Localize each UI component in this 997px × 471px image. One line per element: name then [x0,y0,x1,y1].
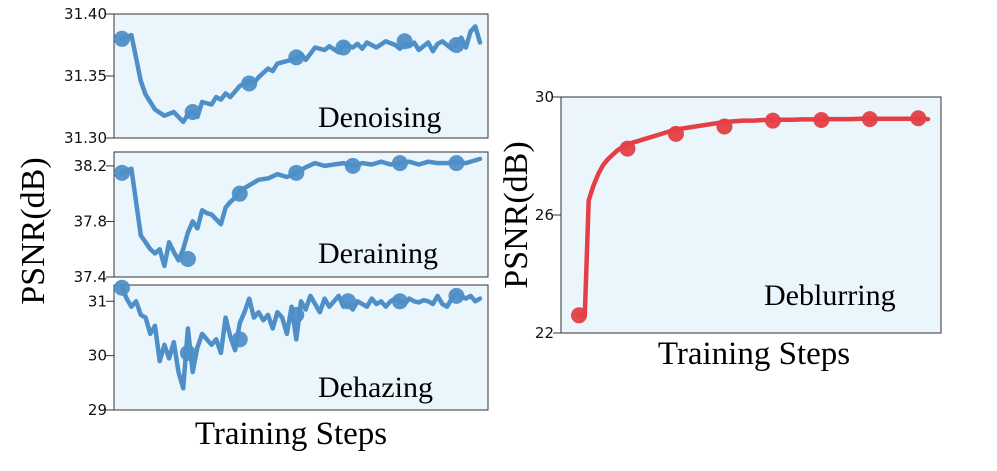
deraining-data-point [448,155,465,172]
deraining-y-tick-label: 37.8 [74,212,107,230]
deblurring-data-point [571,307,587,324]
denoising-title: Denoising [318,101,441,134]
denoising-data-point [396,33,413,50]
deblurring-data-point [667,125,684,142]
deblurring-data-point [861,111,878,128]
deblurring-y-tick-label: 30 [535,88,554,106]
dehazing-data-point [288,306,305,323]
left-x-axis-label: Training Steps [195,416,387,452]
deblurring-data-point [813,112,830,129]
deblurring-data-point [910,110,927,127]
denoising-y-tick-label: 31.40 [64,5,107,23]
denoising-y-tick-label: 31.30 [64,129,107,147]
deblurring-data-point [619,140,636,157]
deblurring-y-tick-label: 26 [535,206,554,224]
dehazing-y-tick-label: 29 [88,401,107,419]
denoising-data-point [184,103,201,120]
deraining-data-point [288,164,305,181]
deraining-data-point [114,164,130,181]
denoising-y-tick-label: 31.35 [64,67,107,85]
deblurring-data-point [716,118,733,135]
dehazing-data-point [231,331,248,348]
dehazing-data-point [179,344,196,361]
deraining-data-point [231,185,248,202]
deblurring-title: Deblurring [764,279,896,312]
dehazing-data-point [391,293,408,310]
dehazing-data-point [340,293,357,310]
deblurring-panel [560,96,942,334]
deraining-data-point [344,157,361,174]
left-y-axis-label: PSNR(dB) [15,157,52,304]
deraining-y-tick-label: 38.2 [74,157,107,175]
denoising-data-point [335,39,352,56]
deraining-title: Deraining [318,237,438,270]
dehazing-data-point [448,287,465,304]
dehazing-series-line [119,285,483,391]
deblurring-data-point [764,112,781,129]
dehazing-y-tick-label: 30 [88,347,107,365]
denoising-data-point [114,30,130,47]
deraining-data-point [391,155,408,172]
right-y-axis-label: PSNR(dB) [498,141,535,288]
deraining-y-tick-label: 37.4 [74,268,107,286]
deblurring-y-tick-label: 22 [535,324,554,342]
dehazing-data-point [114,279,130,296]
denoising-data-point [241,75,258,92]
dehazing-y-tick-label: 31 [88,292,107,310]
dehazing-title: Dehazing [318,371,433,404]
deraining-data-point [179,250,196,267]
right-x-axis-label: Training Steps [658,336,850,372]
denoising-data-point [448,37,465,53]
denoising-data-point [288,49,305,66]
